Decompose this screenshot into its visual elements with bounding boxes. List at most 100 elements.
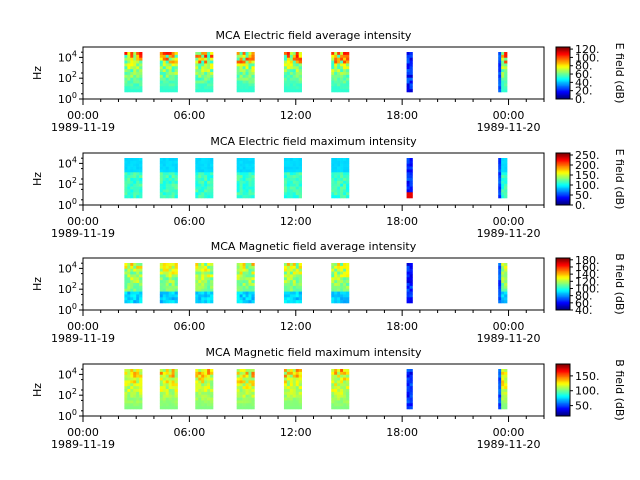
heatmap-cell <box>292 60 297 64</box>
colorbar-swatch <box>556 95 570 97</box>
heatmap-cell <box>283 57 288 61</box>
heatmap-cell <box>409 397 413 401</box>
heatmap-cell <box>174 86 178 90</box>
heatmap-cell <box>168 283 172 287</box>
heatmap-cell <box>289 263 294 267</box>
heatmap-cell <box>295 369 300 373</box>
heatmap-cell <box>195 406 199 410</box>
heatmap-cell <box>130 60 134 64</box>
heatmap-cell <box>174 386 178 390</box>
heatmap-cell <box>239 377 243 381</box>
heatmap-cell <box>337 389 341 393</box>
heatmap-cell <box>346 163 350 167</box>
heatmap-cell <box>201 158 205 162</box>
heatmap-cell <box>195 66 199 70</box>
heatmap-cell <box>248 285 252 290</box>
heatmap-cell <box>340 178 344 182</box>
heatmap-cell <box>337 263 341 267</box>
colorbar-swatch <box>556 171 570 173</box>
heatmap-cell <box>337 377 341 381</box>
heatmap-cell <box>286 186 291 190</box>
heatmap-cell <box>295 377 300 381</box>
heatmap-cell <box>124 186 128 190</box>
heatmap-cell <box>210 291 214 295</box>
heatmap-cell <box>245 195 249 199</box>
heatmap-cell <box>198 294 202 298</box>
heatmap-cell <box>504 406 508 410</box>
heatmap-cell <box>298 297 302 301</box>
heatmap-cell <box>162 166 167 170</box>
heatmap-cell <box>239 57 243 61</box>
heatmap-cell <box>498 57 502 61</box>
heatmap-cell <box>207 72 211 76</box>
heatmap-cell <box>165 380 169 384</box>
heatmap-cell <box>210 172 214 176</box>
heatmap-cell <box>331 172 335 176</box>
heatmap-cell <box>133 60 137 64</box>
heatmap-cell <box>162 297 167 301</box>
heatmap-cell <box>298 377 302 381</box>
heatmap-cell <box>248 397 252 401</box>
heatmap-cell <box>195 377 199 381</box>
x-date-label: 1989-11-19 <box>51 121 115 134</box>
heatmap-cell <box>283 163 288 167</box>
heatmap-cell <box>245 400 249 404</box>
heatmap-cell <box>289 163 294 167</box>
heatmap-cell <box>504 66 508 70</box>
heatmap-cell <box>162 175 167 179</box>
heatmap-cell <box>331 283 335 287</box>
heatmap-cell <box>162 391 167 396</box>
heatmap-cell <box>295 175 300 179</box>
heatmap-cell <box>504 274 508 278</box>
heatmap-cell <box>124 80 128 84</box>
x-tick-label: 12:00 <box>280 109 312 122</box>
heatmap-cell <box>498 377 502 381</box>
heatmap-cell <box>133 74 137 79</box>
heatmap-cell <box>198 403 202 407</box>
heatmap-cell <box>242 80 246 84</box>
heatmap-cell <box>283 377 288 381</box>
heatmap-cell <box>133 389 137 393</box>
y-axis-label: Hz <box>31 383 44 397</box>
heatmap-cell <box>174 52 178 56</box>
heatmap-cell <box>171 277 175 281</box>
heatmap-cell <box>242 74 246 79</box>
heatmap-cell <box>127 371 131 376</box>
heatmap-cell <box>245 52 249 56</box>
colorbar-swatch <box>556 96 570 99</box>
heatmap-cell <box>168 386 172 390</box>
heatmap-cell <box>127 283 131 287</box>
heatmap-cell <box>204 158 208 162</box>
colorbar-swatch <box>556 179 570 181</box>
heatmap-cell <box>168 63 172 67</box>
heatmap-cell <box>174 160 178 165</box>
heatmap-cell <box>504 280 508 284</box>
heatmap-cell <box>124 163 128 167</box>
heatmap-cell <box>136 285 140 290</box>
heatmap-cell <box>168 178 172 182</box>
heatmap-cell <box>406 180 410 185</box>
heatmap-cell <box>159 72 164 76</box>
heatmap-cell <box>283 371 288 376</box>
heatmap-cell <box>207 169 211 173</box>
heatmap-cell <box>133 380 137 384</box>
heatmap-cell <box>337 265 341 270</box>
heatmap-cell <box>286 277 291 281</box>
heatmap-cell <box>340 195 344 199</box>
heatmap-cell <box>201 63 205 67</box>
heatmap-cell <box>331 288 335 292</box>
y-axis-label: Hz <box>31 66 44 80</box>
heatmap-cell <box>159 60 164 64</box>
heatmap-cell <box>337 371 341 376</box>
heatmap-cell <box>248 52 252 56</box>
heatmap-cell <box>174 369 178 373</box>
heatmap-cell <box>130 383 134 387</box>
heatmap-cell <box>136 406 140 410</box>
heatmap-cell <box>198 268 202 272</box>
heatmap-cell <box>159 371 164 376</box>
heatmap-cell <box>136 277 140 281</box>
heatmap-cell <box>295 280 300 284</box>
heatmap-cell <box>334 374 338 378</box>
heatmap-cell <box>165 86 169 90</box>
heatmap-cell <box>251 89 255 93</box>
